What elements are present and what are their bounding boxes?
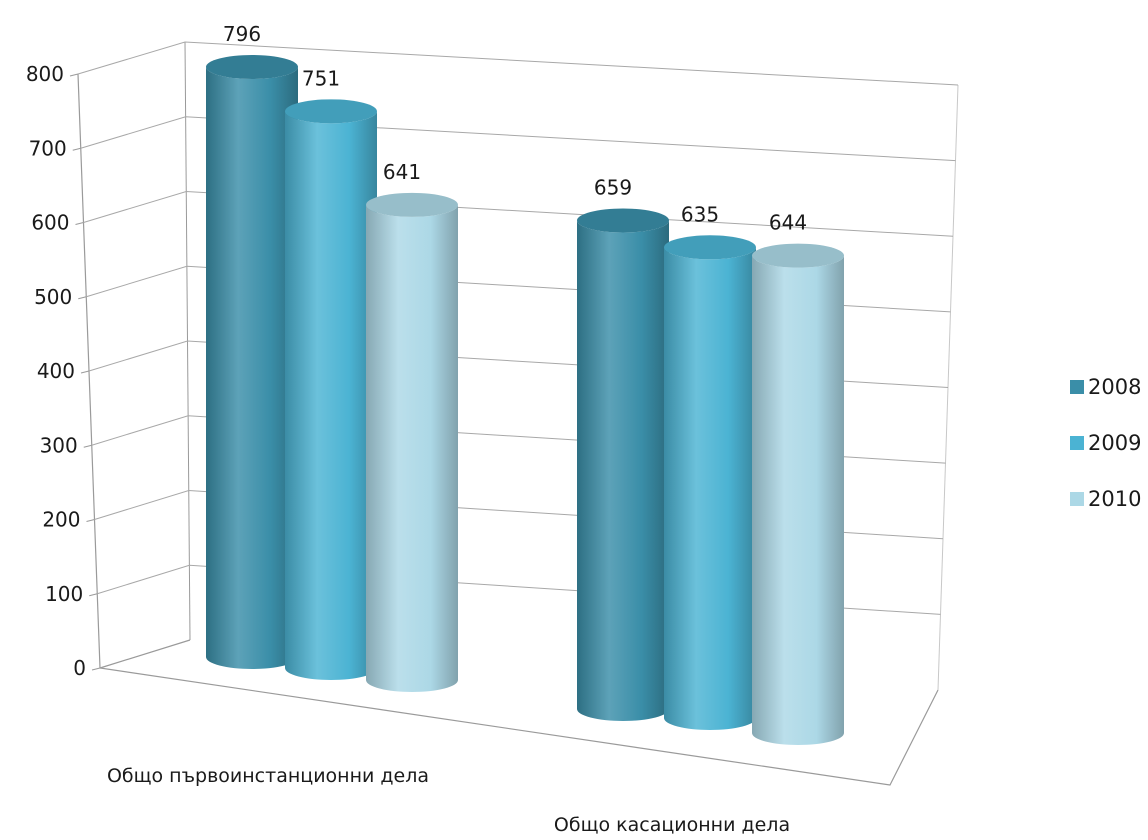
legend-item-2008: 2008 — [1070, 375, 1141, 399]
bar-2010-2 — [752, 243, 844, 745]
data-label: 635 — [681, 202, 719, 226]
data-label: 644 — [769, 211, 807, 235]
legend-label: 2010 — [1088, 487, 1141, 511]
data-label: 659 — [594, 176, 632, 200]
bar-top — [206, 54, 298, 79]
y-axis-tick-label: 600 — [31, 211, 69, 235]
gridline — [80, 116, 956, 162]
bar-top — [752, 243, 844, 268]
gridline — [83, 190, 954, 237]
y-axis-tick-label: 500 — [34, 285, 72, 309]
bar-body — [206, 66, 298, 670]
legend-item-2010: 2010 — [1070, 487, 1141, 511]
bar-2009-1 — [285, 99, 377, 680]
y-axis-tick-label: 700 — [29, 136, 67, 160]
bar-2008-2 — [577, 208, 669, 722]
y-axis-tick-mark — [83, 444, 92, 448]
bar-top — [664, 235, 756, 260]
bar-body — [577, 220, 669, 722]
legend-swatch — [1070, 380, 1084, 394]
legend-label: 2008 — [1088, 375, 1141, 399]
y-axis-tick-mark — [89, 593, 98, 597]
legend-item-2009: 2009 — [1070, 431, 1141, 455]
data-labels: 796 751 641 659 635 644 — [223, 22, 807, 235]
bar-2010-1 — [366, 192, 458, 692]
category-labels: Общо първоинстанционни дела Общо касацион… — [107, 765, 790, 836]
bars — [206, 54, 844, 745]
floor-left-edge — [99, 639, 191, 669]
y-axis-tick-label: 200 — [42, 508, 80, 532]
gridlines — [77, 41, 959, 615]
y-axis-tick-mark — [80, 370, 90, 374]
y-axis-tick-mark — [69, 73, 79, 77]
legend-swatch — [1070, 492, 1084, 506]
bar-body — [752, 255, 844, 745]
legend-swatch — [1070, 436, 1084, 450]
category-label: Общо касационни дела — [554, 814, 790, 836]
y-axis-tick-label: 0 — [73, 656, 86, 680]
bar-body — [285, 111, 377, 680]
y-axis-tick-label: 100 — [45, 582, 83, 606]
y-axis-tick-mark — [91, 667, 101, 671]
y-axis-tick-label: 800 — [26, 62, 64, 86]
legend: 2008 2009 2010 — [1070, 375, 1141, 511]
y-axis-tick-mark — [78, 296, 87, 300]
y-axis-tick-label: 300 — [40, 433, 78, 457]
data-label: 641 — [383, 160, 421, 184]
gridline — [77, 41, 959, 86]
y-axis-tick-mark — [72, 147, 81, 151]
bar-body — [664, 247, 756, 730]
y-axis-tick-mark — [86, 519, 95, 522]
y-axis-tick-labels: 0 100 200 300 400 500 600 700 800 — [26, 62, 101, 680]
y-axis-tick-mark — [75, 222, 84, 225]
y-axis-tick-label: 400 — [37, 359, 75, 383]
bar-top — [577, 208, 669, 233]
bar-2009-2 — [664, 235, 756, 730]
category-label: Общо първоинстанционни дела — [107, 765, 429, 787]
bar-2008-1 — [206, 54, 298, 670]
bar-top — [285, 99, 377, 124]
data-label: 751 — [302, 66, 340, 90]
legend-label: 2009 — [1088, 431, 1141, 455]
bar-top — [366, 192, 458, 217]
bar-body — [366, 204, 458, 692]
data-label: 796 — [223, 22, 261, 46]
